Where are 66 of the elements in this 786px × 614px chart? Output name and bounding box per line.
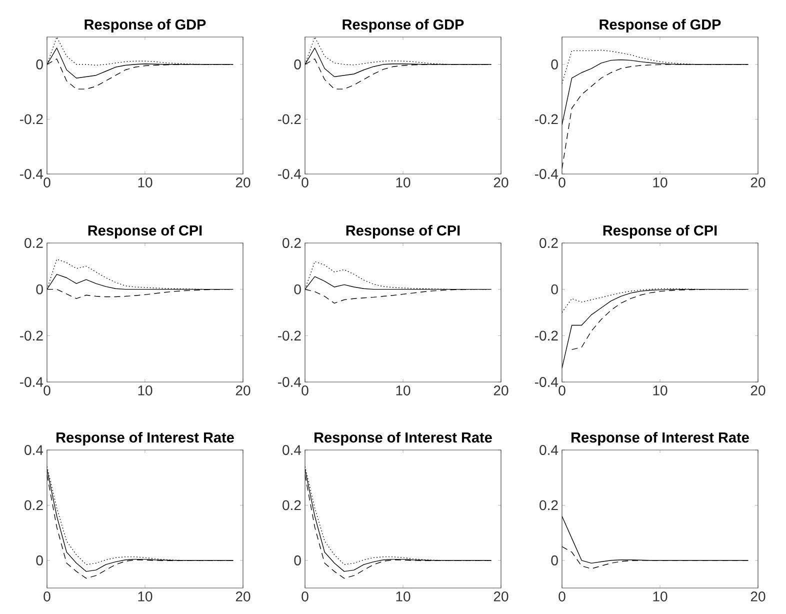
y-tick-label: -0.2 [278, 330, 301, 341]
chart-title: Response of Interest Rate [314, 432, 492, 446]
y-tick-label: 0.2 [540, 500, 558, 510]
x-tick-label: 10 [138, 592, 152, 602]
y-tick-label: -0.2 [534, 114, 558, 124]
y-tick-label: -0.2 [20, 330, 43, 341]
y-tick-label: 0 [551, 555, 558, 566]
y-tick-label: -0.4 [20, 169, 44, 179]
x-tick-label: 20 [236, 386, 250, 396]
x-tick-label: 0 [44, 592, 50, 602]
y-tick-label: 0 [551, 59, 558, 70]
y-tick-label: -0.2 [278, 114, 301, 124]
x-tick-label: 0 [558, 178, 566, 188]
x-tick-label: 0 [44, 386, 50, 396]
chart-title: Response of Interest Rate [56, 432, 234, 446]
x-tick-label: 20 [750, 178, 766, 188]
x-tick-label: 10 [396, 178, 410, 188]
y-tick-label: -0.4 [20, 377, 44, 387]
x-tick-label: 0 [302, 386, 308, 396]
x-tick-label: 10 [138, 178, 152, 188]
y-tick-label: 0 [294, 284, 301, 294]
chart-title: Response of GDP [84, 18, 206, 32]
x-tick-label: 0 [558, 592, 566, 602]
y-tick-label: 0.4 [540, 445, 558, 455]
chart-title: Response of CPI [88, 224, 202, 238]
y-tick-label: 0.2 [282, 238, 301, 248]
x-tick-label: 20 [236, 592, 250, 602]
x-tick-label: 0 [302, 592, 308, 602]
x-tick-label: 10 [653, 178, 668, 188]
y-tick-label: 0.4 [282, 445, 302, 455]
x-tick-label: 10 [396, 592, 410, 602]
y-tick-label: -0.4 [278, 169, 302, 179]
chart-title: Response of GDP [342, 18, 464, 32]
y-tick-label: 0.2 [24, 238, 43, 248]
y-tick-label: 0.2 [540, 238, 558, 248]
x-tick-label: 20 [236, 178, 250, 188]
chart-title: Response of GDP [600, 18, 721, 32]
x-tick-label: 10 [653, 386, 668, 396]
x-tick-label: 0 [558, 386, 566, 396]
y-tick-label: 0 [36, 59, 43, 70]
y-tick-label: -0.4 [534, 377, 558, 387]
x-tick-label: 0 [302, 178, 308, 188]
y-tick-label: 0 [36, 555, 43, 566]
x-tick-label: 10 [396, 386, 410, 396]
x-tick-label: 20 [494, 178, 508, 188]
y-tick-label: 0 [36, 284, 43, 294]
y-tick-label: -0.2 [534, 330, 558, 341]
y-tick-label: 0.2 [24, 500, 43, 510]
y-tick-label: -0.4 [278, 377, 302, 387]
x-tick-label: 20 [750, 592, 766, 602]
y-tick-label: 0 [551, 284, 558, 294]
x-tick-label: 10 [653, 592, 668, 602]
chart-title: Response of CPI [346, 224, 460, 238]
chart-title: Response of CPI [603, 224, 717, 238]
y-tick-label: 0 [294, 59, 301, 70]
x-tick-label: 20 [494, 386, 508, 396]
y-tick-label: -0.4 [534, 169, 558, 179]
y-tick-label: -0.2 [20, 114, 43, 124]
chart-title: Response of Interest Rate [572, 432, 749, 446]
x-tick-label: 20 [494, 592, 508, 602]
x-tick-label: 10 [138, 386, 152, 396]
x-tick-label: 20 [750, 386, 766, 396]
x-tick-label: 0 [44, 178, 50, 188]
y-tick-label: 0.4 [24, 445, 44, 455]
y-tick-label: 0.2 [282, 500, 301, 510]
y-tick-label: 0 [294, 555, 301, 566]
